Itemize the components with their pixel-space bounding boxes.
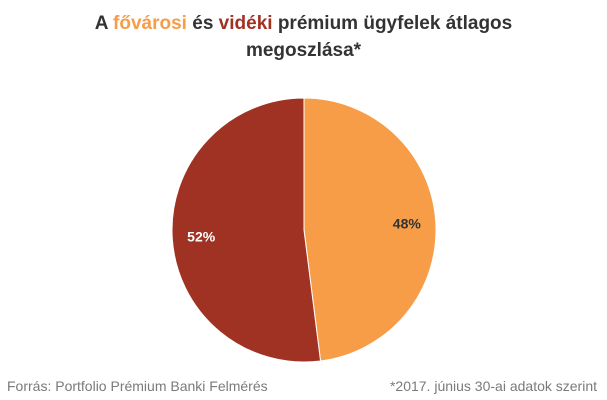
- pie-slice-fovarosi: [303, 97, 437, 362]
- title-part-3: prémium ügyfelek átlagos: [272, 13, 513, 34]
- title-part-2: és: [186, 13, 219, 34]
- source-note: Forrás: Portfolio Prémium Banki Felmérés: [7, 378, 268, 394]
- title-part-1: A: [94, 13, 114, 34]
- chart-title: A fővárosi és vidéki prémium ügyfelek át…: [0, 10, 607, 64]
- pie-label-videki: 52%: [187, 229, 216, 245]
- pie-slice-videki: [171, 97, 322, 363]
- title-highlight-videki: vidéki: [218, 13, 273, 34]
- title-line-2: megoszlása*: [245, 40, 362, 61]
- title-highlight-fovarosi: fővárosi: [113, 13, 187, 34]
- pie-label-fovarosi: 48%: [393, 216, 422, 232]
- date-note: *2017. június 30-ai adatok szerint: [389, 378, 597, 394]
